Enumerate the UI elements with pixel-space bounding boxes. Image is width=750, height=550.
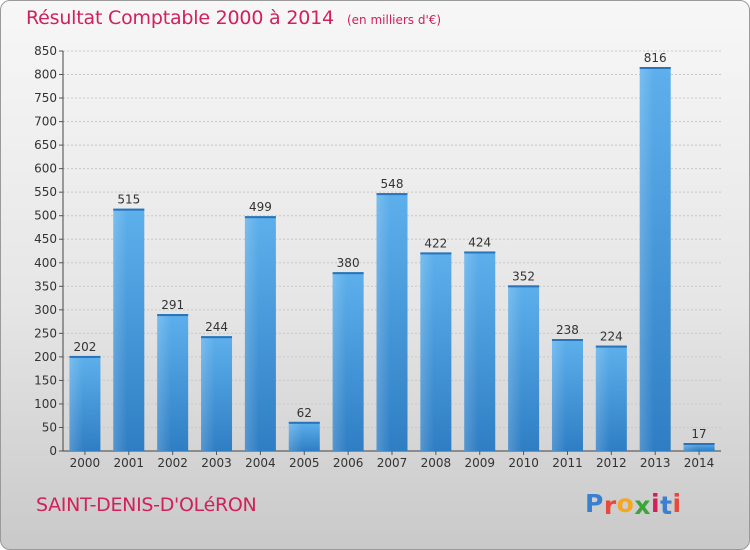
logo-letter: o: [616, 489, 635, 518]
logo-letter: P: [585, 489, 604, 518]
x-tick-label: 2006: [333, 456, 364, 470]
labels-layer: 0 50 100 150 200 250 300 350 400 450 500 550 600 650 7…: [34, 44, 714, 470]
bar-cap: [332, 272, 364, 275]
x-tick-label: 2001: [114, 456, 145, 470]
bar-highlight: [595, 345, 610, 451]
data-label: 224: [600, 330, 623, 344]
x-tick-label: 2010: [508, 456, 539, 470]
data-label: 17: [691, 427, 706, 441]
y-tick-label: 0: [49, 444, 57, 458]
data-label: 422: [424, 236, 447, 250]
data-label: 291: [161, 298, 184, 312]
x-tick-label: 2007: [377, 456, 408, 470]
data-label: 244: [205, 320, 228, 334]
proxiti-logo: Proxiti: [585, 489, 682, 520]
data-label: 62: [297, 406, 312, 420]
x-tick-label: 2005: [289, 456, 320, 470]
title-row: Résultat Comptable 2000 à 2014 (en milli…: [26, 7, 441, 29]
bar-cap: [464, 251, 496, 254]
bar-cap: [113, 208, 145, 211]
city-name: SAINT-DENIS-D'OLéRON: [36, 494, 257, 516]
bar-highlight: [420, 252, 435, 451]
bar-highlight: [244, 216, 259, 451]
data-label: 548: [381, 177, 404, 191]
bar-highlight: [683, 443, 698, 451]
bar-cap: [639, 67, 671, 69]
data-label: 816: [644, 51, 667, 65]
bar-cap: [551, 339, 583, 341]
y-tick-label: 250: [34, 326, 57, 340]
y-tick-label: 50: [42, 420, 57, 434]
y-tick-label: 150: [34, 373, 57, 387]
bar-cap: [69, 355, 101, 358]
logo-letter: i: [672, 489, 682, 518]
y-tick-label: 450: [34, 232, 57, 246]
y-tick-label: 650: [34, 138, 57, 152]
data-label: 238: [556, 323, 579, 337]
bar-highlight: [376, 193, 391, 451]
chart-subtitle: (en milliers d'€): [346, 13, 442, 27]
y-tick-label: 550: [34, 185, 57, 199]
y-tick-label: 800: [34, 68, 57, 82]
x-tick-label: 2000: [70, 456, 101, 470]
bar-highlight: [288, 421, 303, 451]
bar-cap: [420, 252, 452, 255]
x-tick-label: 2009: [464, 456, 495, 470]
x-tick-label: 2002: [157, 456, 188, 470]
x-tick-label: 2003: [201, 456, 232, 470]
bar-highlight: [113, 208, 128, 451]
y-tick-label: 750: [34, 91, 57, 105]
y-tick-label: 500: [34, 209, 57, 223]
logo-letter: t: [660, 491, 673, 520]
bar-cap: [244, 216, 276, 219]
bars-layer: [69, 67, 715, 451]
bar-cap: [683, 443, 715, 445]
bar-cap: [201, 336, 233, 339]
data-label: 515: [117, 193, 140, 207]
bar-highlight: [69, 355, 84, 451]
bar-highlight: [332, 272, 347, 451]
x-tick-label: 2008: [421, 456, 452, 470]
logo-letter: i: [651, 489, 661, 518]
y-tick-label: 400: [34, 256, 57, 270]
data-label: 424: [468, 235, 491, 249]
x-tick-label: 2011: [552, 456, 583, 470]
y-tick-label: 850: [34, 44, 57, 58]
x-tick-label: 2004: [245, 456, 276, 470]
data-label: 380: [337, 256, 360, 270]
bar-highlight: [157, 314, 172, 451]
y-tick-label: 600: [34, 162, 57, 176]
bar-highlight: [201, 336, 215, 451]
y-tick-label: 700: [34, 115, 57, 129]
data-label: 352: [512, 269, 535, 283]
bar-highlight: [551, 339, 566, 451]
bar-cap: [595, 345, 627, 348]
bar-highlight: [464, 251, 479, 451]
y-tick-label: 300: [34, 303, 57, 317]
chart-title: Résultat Comptable 2000 à 2014: [26, 7, 334, 29]
x-tick-label: 2012: [596, 456, 627, 470]
data-label: 202: [73, 340, 96, 354]
y-tick-label: 350: [34, 279, 57, 293]
logo-letter: r: [603, 491, 617, 520]
data-label: 499: [249, 200, 272, 214]
logo-letter: x: [634, 491, 651, 520]
y-tick-label: 100: [34, 397, 57, 411]
x-tick-label: 2013: [640, 456, 671, 470]
y-tick-label: 200: [34, 350, 57, 364]
bar-cap: [157, 314, 189, 317]
bar-highlight: [639, 67, 654, 451]
x-tick-label: 2014: [684, 456, 715, 470]
bar-cap: [376, 193, 408, 196]
bar-cap: [288, 421, 320, 424]
bar-2014: [683, 443, 715, 451]
bar-cap: [508, 285, 540, 288]
bar-highlight: [508, 285, 523, 451]
